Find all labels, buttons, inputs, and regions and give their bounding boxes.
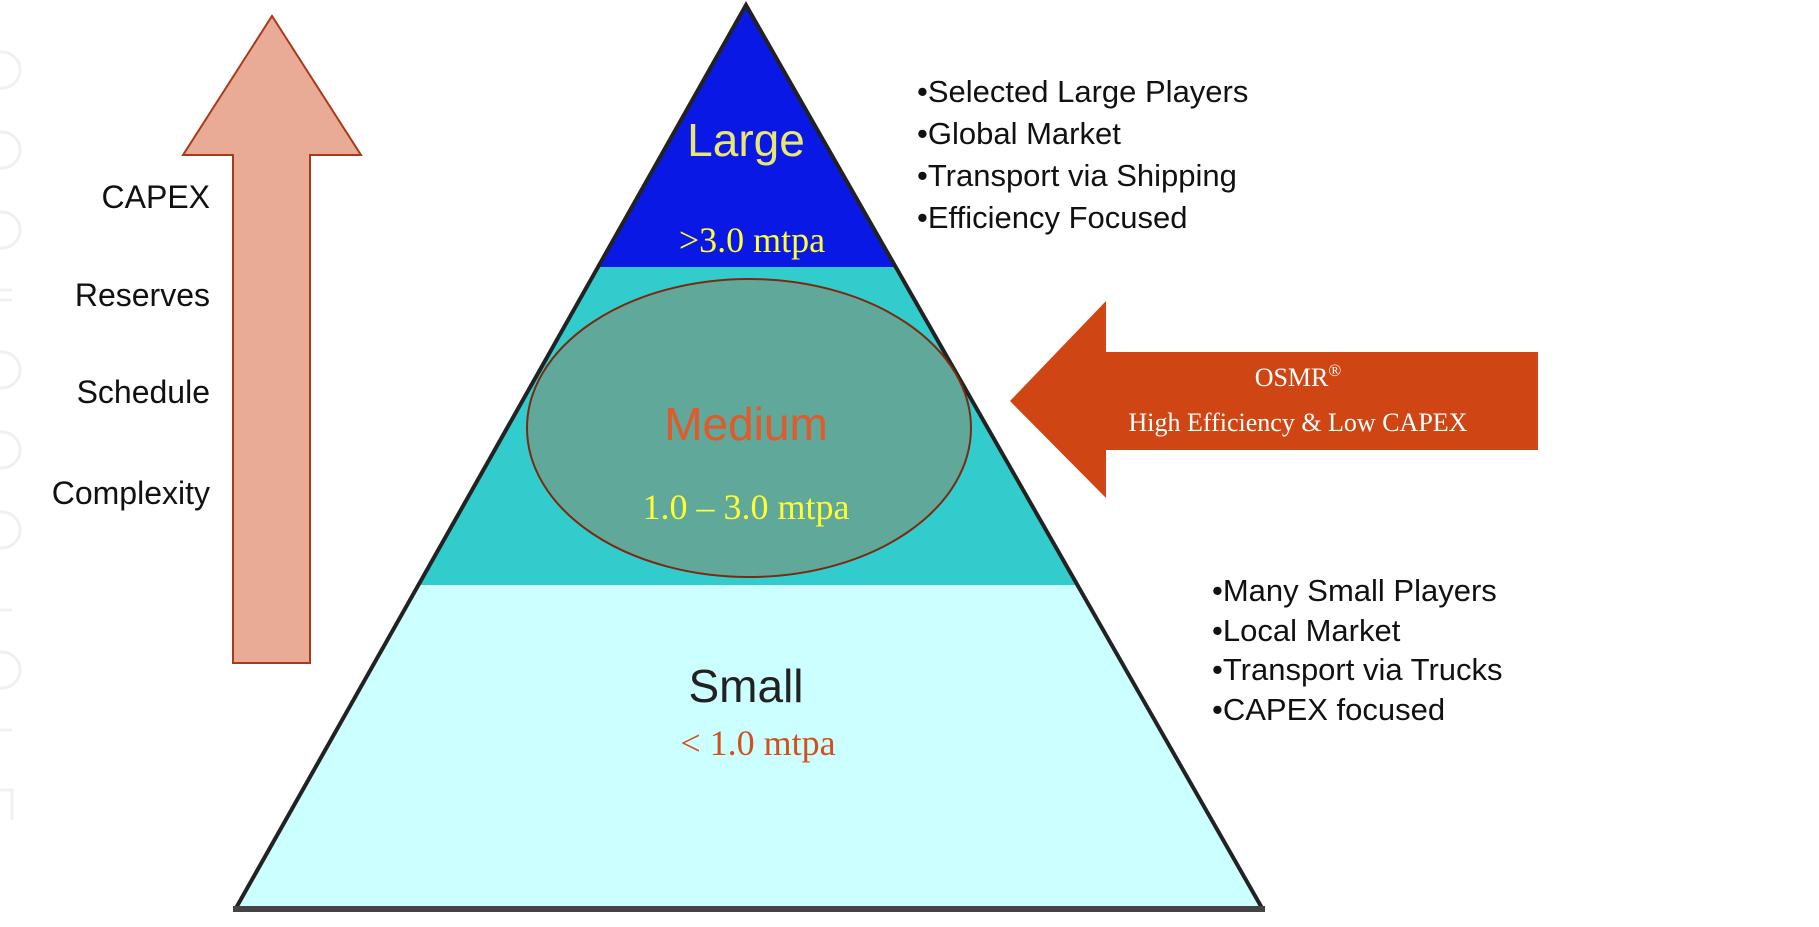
large-tier-label: Large bbox=[687, 114, 805, 166]
small-tier-band bbox=[236, 585, 1262, 908]
small-note-4: •CAPEX focused bbox=[1212, 692, 1445, 727]
capex-label: CAPEX bbox=[102, 179, 210, 215]
left-edge-watermark bbox=[0, 50, 22, 820]
small-note-2: •Local Market bbox=[1212, 613, 1401, 648]
large-note-1: •Selected Large Players bbox=[917, 74, 1248, 109]
osmr-subtitle: High Efficiency & Low CAPEX bbox=[1129, 408, 1468, 437]
complexity-label: Complexity bbox=[52, 475, 210, 511]
osmr-title: OSMR® bbox=[1255, 361, 1342, 392]
small-note-3: •Transport via Trucks bbox=[1212, 652, 1503, 687]
up-arrow bbox=[181, 14, 363, 664]
schedule-label: Schedule bbox=[77, 374, 210, 410]
large-note-2: •Global Market bbox=[917, 116, 1121, 151]
osmr-registered-mark: ® bbox=[1328, 361, 1341, 380]
medium-tier-label: Medium bbox=[664, 398, 828, 450]
small-note-1: •Many Small Players bbox=[1212, 573, 1497, 608]
medium-tier-ellipse bbox=[526, 278, 972, 578]
osmr-title-base: OSMR bbox=[1255, 363, 1329, 392]
small-tier-range: < 1.0 mtpa bbox=[680, 723, 835, 763]
medium-tier-range: 1.0 – 3.0 mtpa bbox=[643, 487, 850, 527]
large-note-4: •Efficiency Focused bbox=[917, 200, 1187, 235]
osmr-arrow bbox=[1010, 301, 1538, 498]
reserves-label: Reserves bbox=[75, 277, 210, 313]
large-note-3: •Transport via Shipping bbox=[917, 158, 1237, 193]
pyramid-outline bbox=[234, 0, 1264, 909]
small-tier-label: Small bbox=[688, 660, 803, 712]
large-tier-range: >3.0 mtpa bbox=[679, 220, 825, 260]
